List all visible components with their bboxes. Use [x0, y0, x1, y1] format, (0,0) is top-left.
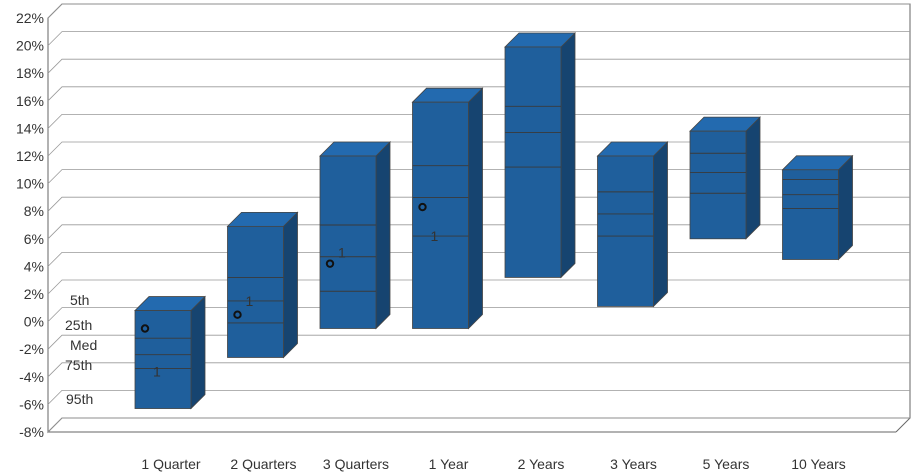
x-category-label: 10 Years: [791, 456, 846, 472]
y-tick-label: 10%: [16, 176, 44, 192]
percentile-legend-label: 5th: [70, 292, 89, 308]
y-tick-label: -2%: [19, 341, 44, 357]
bar-front-face: [134, 310, 192, 409]
y-tick-label: 14%: [16, 120, 44, 136]
y-tick-label: 0%: [24, 314, 44, 330]
performance-marker: [233, 310, 242, 319]
bar-side-face: [283, 211, 298, 359]
y-tick-label: 18%: [16, 65, 44, 81]
bar-side-face: [838, 154, 853, 261]
rank-label: 1: [153, 363, 161, 379]
x-category-label: 1 Year: [429, 456, 469, 472]
percentile-legend-label: Med: [70, 337, 97, 353]
y-tick-label: 2%: [24, 286, 44, 302]
gridline: [47, 307, 910, 322]
bar-side-face: [653, 141, 668, 308]
bar-side-face: [190, 295, 206, 410]
gridline: [47, 389, 910, 405]
bar-front-face: [412, 101, 469, 329]
y-tick-label: 4%: [24, 258, 44, 274]
rank-label: 1: [246, 293, 254, 309]
y-tick-label: -6%: [19, 396, 44, 412]
percentile-legend-label: 75th: [65, 357, 92, 373]
gridline: [47, 334, 910, 350]
bar-front-face: [319, 155, 377, 329]
rank-label: 1: [338, 245, 346, 261]
y-tick-label: -8%: [19, 424, 44, 440]
bar-front-face: [689, 130, 747, 240]
performance-marker: [325, 259, 335, 268]
y-tick-label: 12%: [16, 148, 44, 164]
x-category-label: 2 Years: [518, 456, 565, 472]
bar-side-face: [375, 141, 391, 330]
bar-front-face: [782, 169, 839, 260]
performance-marker: [418, 202, 427, 212]
gridline: [47, 362, 910, 378]
percentile-legend-label: 25th: [65, 317, 92, 333]
gridline: [47, 114, 910, 129]
gridline: [47, 3, 910, 19]
bar-10-years: [781, 154, 854, 261]
bar-front-face: [227, 225, 284, 358]
x-category-label: 2 Quarters: [230, 456, 296, 472]
x-category-label: 3 Quarters: [323, 456, 389, 472]
gridline: [47, 58, 910, 74]
bar-front-face: [504, 46, 562, 278]
x-category-label: 1 Quarter: [141, 456, 200, 472]
bar-5-years: [689, 116, 761, 240]
bar-1-quarter: [134, 295, 206, 410]
x-category-label: 3 Years: [610, 456, 657, 472]
x-category-label: 5 Years: [703, 456, 750, 472]
y-tick-label: 22%: [16, 10, 44, 26]
gridline: [47, 86, 910, 102]
y-tick-label: 16%: [16, 93, 44, 109]
floor-edge-line: [895, 417, 911, 433]
gridline: [47, 31, 910, 46]
y-tick-label: 20%: [16, 38, 44, 54]
y-tick-label: 6%: [24, 231, 44, 247]
bar-front-face: [597, 155, 654, 307]
bar-2-years: [504, 32, 576, 279]
percentile-legend-label: 95th: [66, 391, 93, 407]
bar-3-quarters: [319, 141, 391, 330]
bar-side-face: [468, 87, 483, 330]
bar-3-years: [596, 141, 669, 308]
bar-1-year: [411, 87, 484, 330]
bar-2-quarters: [226, 211, 299, 359]
gridline: [47, 417, 910, 433]
bar-side-face: [745, 116, 761, 240]
rank-label: 1: [431, 228, 439, 244]
y-tick-label: 8%: [24, 203, 44, 219]
bar-side-face: [560, 32, 576, 279]
performance-marker: [140, 324, 150, 333]
y-tick-label: -4%: [19, 369, 44, 385]
